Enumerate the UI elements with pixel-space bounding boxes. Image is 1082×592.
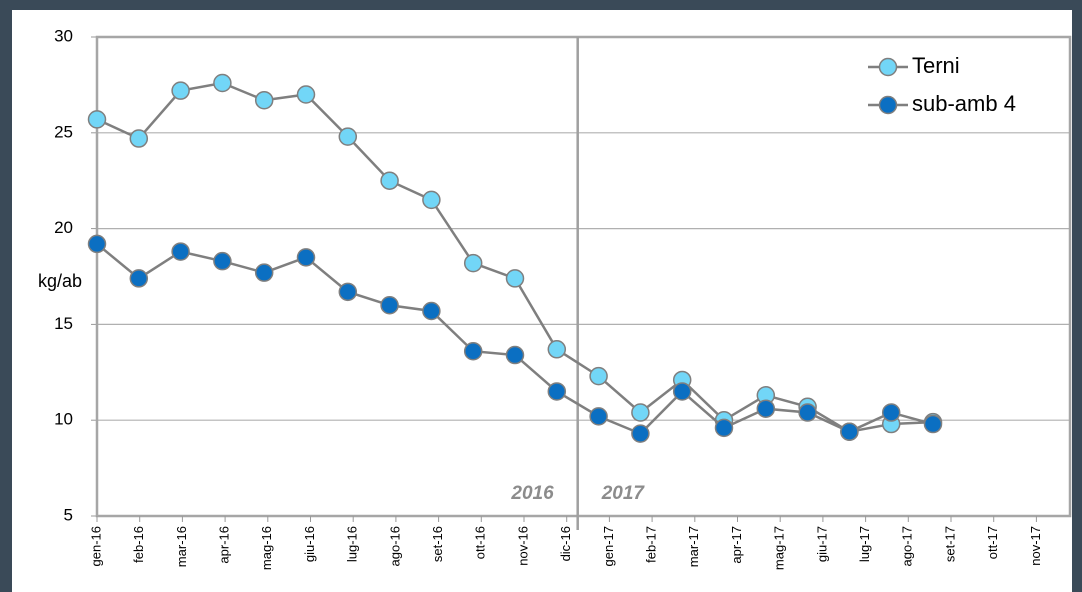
data-point xyxy=(213,73,232,93)
data-point xyxy=(296,248,316,267)
data-point xyxy=(840,422,859,441)
data-point xyxy=(171,242,190,261)
y-tick-label: 15 xyxy=(54,314,73,333)
legend-label: Terni xyxy=(912,53,960,78)
data-point xyxy=(505,345,525,365)
data-point xyxy=(422,190,441,210)
data-point xyxy=(380,171,399,190)
data-point xyxy=(589,407,608,426)
data-point xyxy=(87,234,107,254)
x-tick-label: mar-17 xyxy=(686,526,701,567)
data-point xyxy=(547,340,567,359)
data-point xyxy=(463,253,483,273)
data-point xyxy=(923,414,943,434)
x-tick-label: ott-17 xyxy=(985,526,1000,559)
data-point xyxy=(254,90,274,110)
y-tick-label: 25 xyxy=(54,122,73,141)
legend-label: sub-amb 4 xyxy=(912,91,1016,116)
x-tick-label: feb-17 xyxy=(644,526,659,563)
data-point xyxy=(714,418,734,438)
x-tick-label: ago-17 xyxy=(900,526,915,566)
data-point xyxy=(87,110,107,129)
y-axis-label: kg/ab xyxy=(38,271,82,291)
data-point xyxy=(338,282,358,302)
data-point xyxy=(631,403,650,422)
data-point xyxy=(129,129,149,148)
plot-frame xyxy=(95,35,1072,518)
y-tick-label: 5 xyxy=(64,505,73,524)
data-point xyxy=(672,382,692,401)
annotation: 2016 xyxy=(510,483,554,504)
x-tick-label: set-16 xyxy=(430,526,445,562)
legend-marker xyxy=(878,57,898,77)
x-tick-label: dic-16 xyxy=(558,526,573,561)
y-tick-label: 20 xyxy=(54,218,73,237)
data-point xyxy=(505,269,525,288)
x-tick-label: giu-17 xyxy=(814,526,829,562)
data-point xyxy=(798,403,817,422)
x-tick-label: mag-16 xyxy=(259,526,274,570)
x-tick-label: lug-17 xyxy=(857,526,872,562)
data-point xyxy=(463,341,483,361)
x-tick-label: set-17 xyxy=(942,526,957,562)
data-point xyxy=(338,127,358,146)
data-point xyxy=(129,269,149,288)
x-tick-label: gen-17 xyxy=(601,526,616,566)
data-point xyxy=(756,399,776,418)
data-point xyxy=(547,382,567,401)
data-point xyxy=(881,403,901,422)
data-point xyxy=(589,366,608,386)
data-point xyxy=(171,81,190,100)
x-tick-label: nov-17 xyxy=(1028,526,1043,566)
data-point xyxy=(213,251,232,271)
x-tick-label: mar-16 xyxy=(174,526,189,567)
data-point xyxy=(422,301,441,321)
x-tick-label: nov-16 xyxy=(515,526,530,566)
x-tick-label: apr-16 xyxy=(217,526,232,564)
y-tick-label: 30 xyxy=(54,26,73,45)
x-tick-label: ott-16 xyxy=(473,526,488,559)
x-tick-label: ago-16 xyxy=(387,526,402,566)
x-tick-label: lug-16 xyxy=(345,526,360,562)
data-point xyxy=(631,424,650,443)
data-point xyxy=(296,85,316,104)
x-tick-label: mag-17 xyxy=(772,526,787,570)
x-tick-label: feb-16 xyxy=(131,526,146,563)
x-tick-label: giu-16 xyxy=(302,526,317,562)
y-tick-label: 10 xyxy=(54,410,73,429)
data-point xyxy=(254,263,274,282)
legend-marker xyxy=(878,95,898,115)
annotation: 2017 xyxy=(601,483,646,504)
x-tick-label: apr-17 xyxy=(729,526,744,564)
x-tick-label: gen-16 xyxy=(88,526,103,566)
data-point xyxy=(380,295,399,315)
